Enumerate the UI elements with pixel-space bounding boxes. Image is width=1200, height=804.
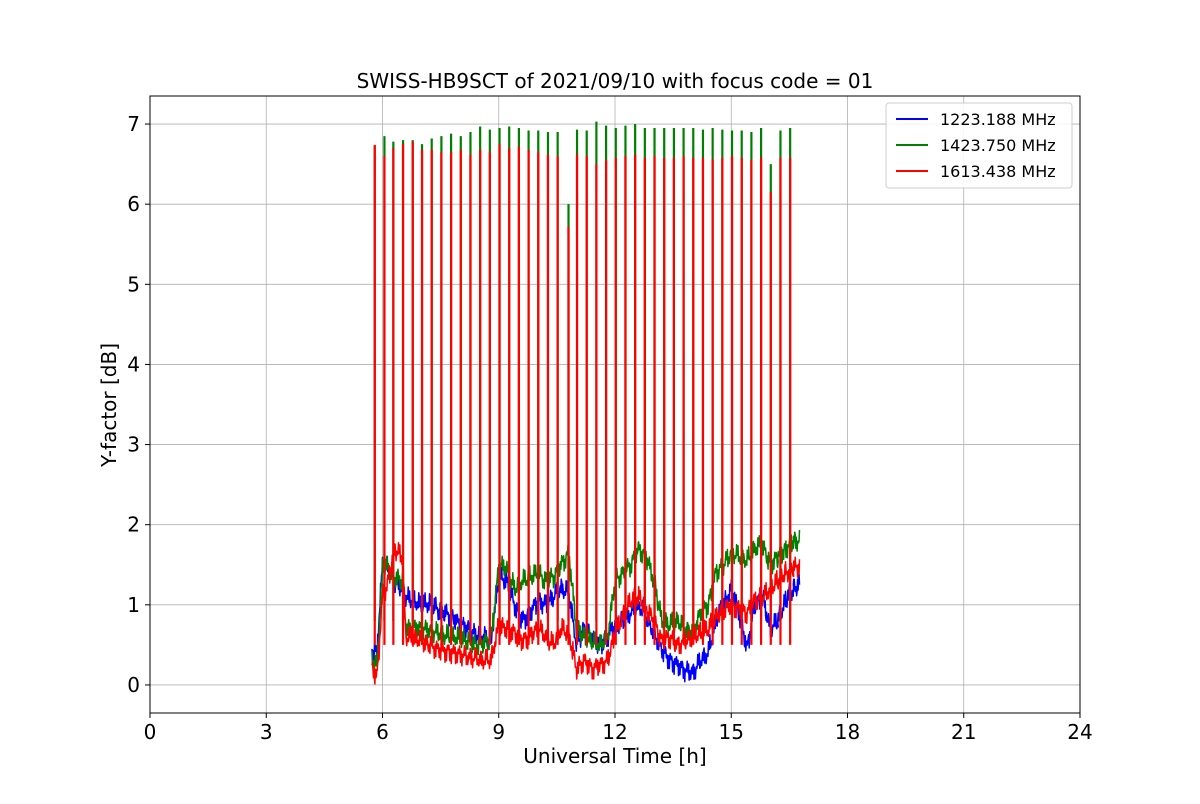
legend-label-1423: 1423.750 MHz (940, 136, 1056, 155)
x-tick-label: 6 (376, 720, 389, 744)
x-axis-label: Universal Time [h] (523, 744, 706, 768)
y-tick-label: 7 (127, 112, 140, 136)
x-tick-label: 0 (144, 720, 157, 744)
y-tick-label: 5 (127, 272, 140, 296)
x-tick-label: 21 (951, 720, 976, 744)
x-tick-label: 3 (260, 720, 273, 744)
x-tick-label: 12 (602, 720, 627, 744)
x-tick-label: 24 (1067, 720, 1092, 744)
y-tick-label: 2 (127, 513, 140, 537)
series-trace-1 (371, 529, 801, 669)
chart-title: SWISS-HB9SCT of 2021/09/10 with focus co… (357, 69, 874, 93)
x-tick-label: 18 (835, 720, 860, 744)
y-tick-label: 4 (127, 352, 140, 376)
plot-area (371, 121, 801, 685)
y-tick-label: 6 (127, 192, 140, 216)
series-trace-2 (371, 541, 801, 685)
y-tick-label: 1 (127, 593, 140, 617)
x-tick-label: 15 (719, 720, 744, 744)
legend-label-1613: 1613.438 MHz (940, 162, 1056, 181)
y-tick-label: 0 (127, 673, 140, 697)
legend: 1223.188 MHz 1423.750 MHz 1613.438 MHz (885, 102, 1073, 189)
legend-box (885, 102, 1073, 189)
y-tick-label: 3 (127, 433, 140, 457)
x-tick-label: 9 (492, 720, 505, 744)
y-axis-label: Y-factor [dB] (97, 343, 121, 468)
legend-label-1223: 1223.188 MHz (940, 110, 1056, 129)
